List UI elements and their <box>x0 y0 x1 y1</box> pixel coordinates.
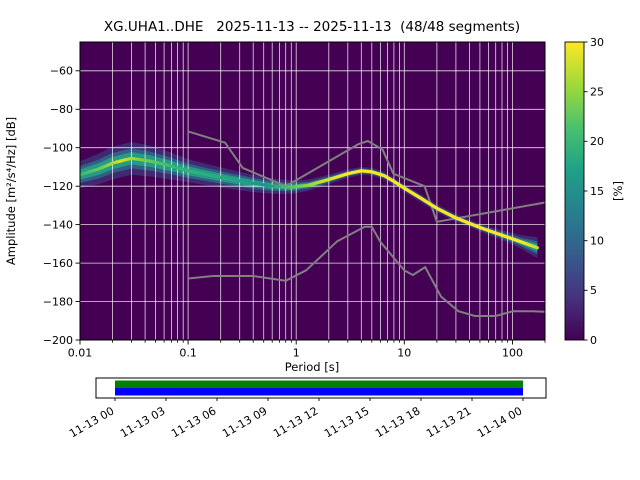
colorbar: 0 5 10 15 20 25 30 <box>564 36 604 347</box>
colorbar-gradient <box>565 42 584 340</box>
y-axis-label: Amplitude [m²/s⁴/Hz] [dB] <box>4 117 18 265</box>
colorbar-tick-label: 20 <box>590 135 604 148</box>
y-tick-label: −140 <box>43 218 73 231</box>
y-tick-label: −180 <box>43 295 73 308</box>
data-coverage-timeline: 11-13 00 11-13 03 11-13 06 11-13 09 11-13 12… <box>67 377 547 440</box>
timeline-tick-label: 11-13 15 <box>322 404 371 440</box>
y-tick-label: −80 <box>50 103 73 116</box>
timeline-tick-label: 11-13 03 <box>118 404 167 440</box>
timeline-tick-label: 11-13 06 <box>169 404 218 440</box>
y-tick-label: −100 <box>43 142 73 155</box>
timeline-bar-data <box>115 388 523 396</box>
x-tick-label: 0.1 <box>179 347 197 360</box>
noise-model-high-line <box>187 130 545 223</box>
timeline-tick-label: 11-14 00 <box>475 404 524 440</box>
ppsd-mode-line <box>80 156 539 250</box>
x-axis-ticks: 0.01 0.1 1 10 100 <box>68 340 546 360</box>
plot-title: XG.UHA1..DHE 2025-11-13 -- 2025-11-13 (4… <box>104 19 520 35</box>
x-tick-label: 10 <box>397 347 411 360</box>
colorbar-tick-label: 25 <box>590 86 604 99</box>
x-tick-label: 100 <box>502 347 523 360</box>
y-tick-label: −200 <box>43 334 73 347</box>
colorbar-tick-label: 10 <box>590 235 604 248</box>
ppsd-halo-band <box>80 152 538 252</box>
timeline-tick-label: 11-13 21 <box>424 404 473 440</box>
y-axis-ticks: −200 −180 −160 −140 −120 −100 −80 −60 <box>43 65 80 347</box>
plot-area <box>80 42 545 340</box>
x-tick-label: 0.01 <box>68 347 93 360</box>
colorbar-tick-label: 30 <box>590 36 604 49</box>
colorbar-tick-label: 0 <box>590 334 597 347</box>
y-tick-label: −120 <box>43 180 73 193</box>
y-tick-label: −160 <box>43 257 73 270</box>
x-axis-label: Period [s] <box>285 360 339 374</box>
axes-frame <box>79 41 546 341</box>
grid <box>80 42 545 340</box>
noise-model-low-line <box>188 225 545 317</box>
timeline-tick-label: 11-13 09 <box>220 404 269 440</box>
colorbar-tick-label: 5 <box>590 284 597 297</box>
timeline-tick-label: 11-13 00 <box>67 404 116 440</box>
timeline-tick-label: 11-13 12 <box>271 404 320 440</box>
colorbar-label: [%] <box>611 181 625 201</box>
timeline-bar-segments <box>115 380 523 388</box>
histogram-background <box>80 42 545 340</box>
x-tick-label: 1 <box>293 347 300 360</box>
y-tick-label: −60 <box>50 65 73 78</box>
colorbar-tick-label: 15 <box>590 185 604 198</box>
timeline-tick-label: 11-13 18 <box>373 404 422 440</box>
